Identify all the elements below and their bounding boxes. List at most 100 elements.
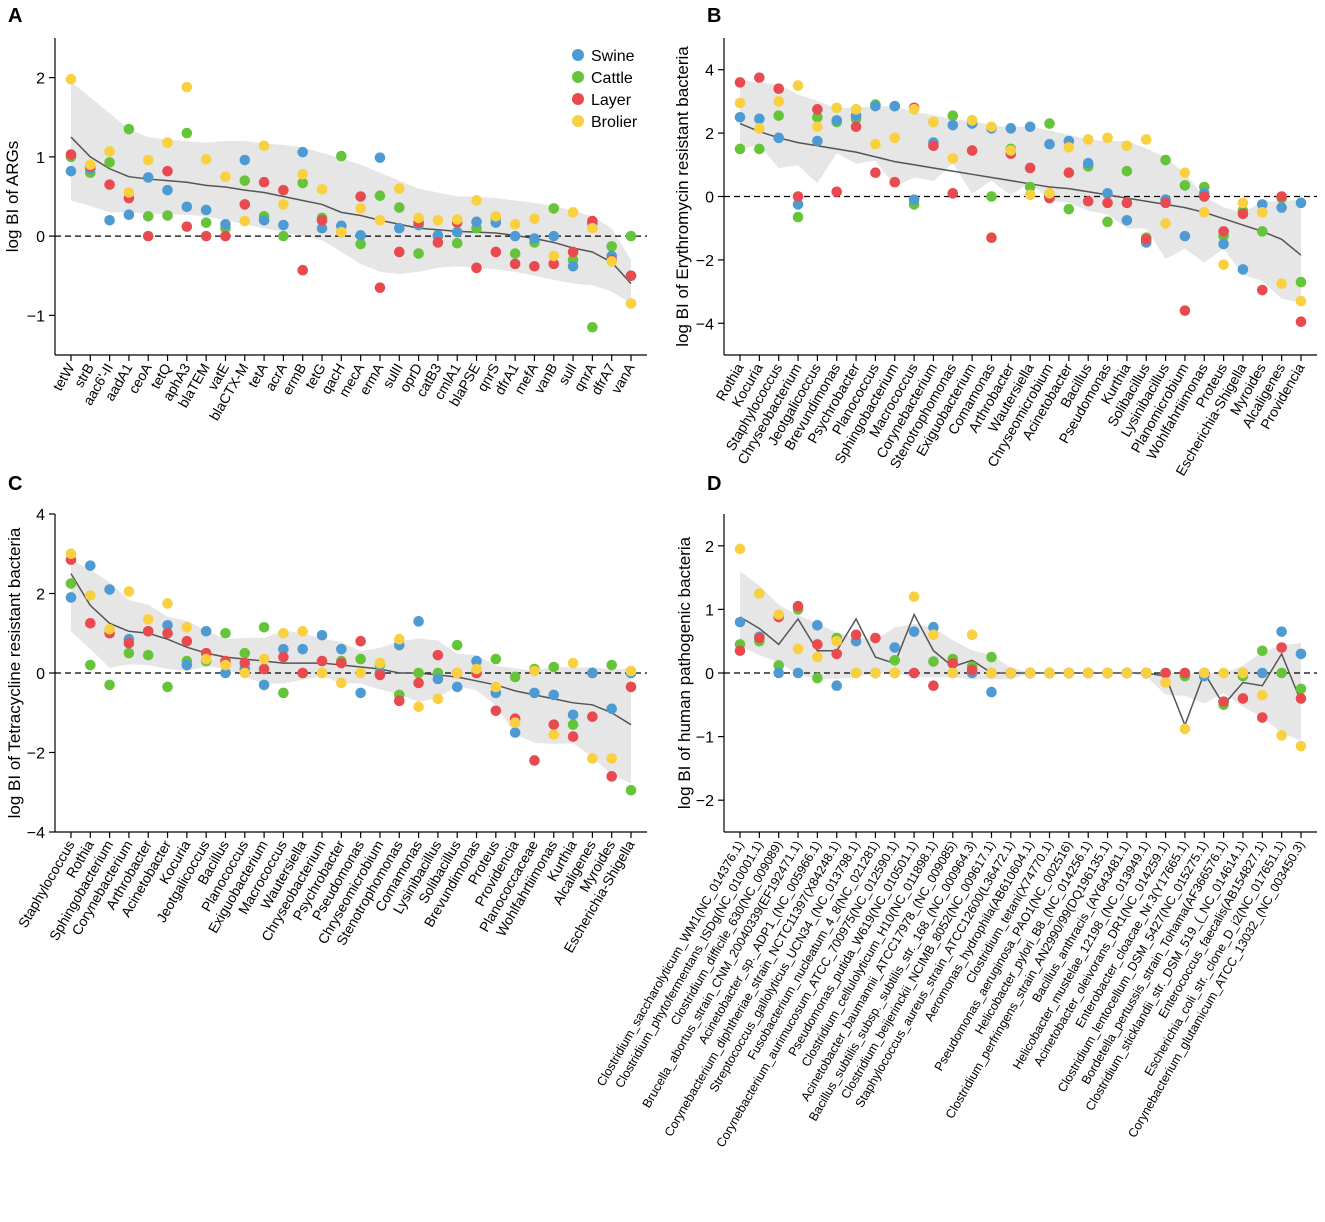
data-point-swine bbox=[65, 592, 77, 603]
data-point-cattle bbox=[1160, 154, 1171, 166]
data-point-swine bbox=[374, 152, 386, 163]
data-point-cattle bbox=[986, 191, 997, 202]
data-point-brolier bbox=[104, 146, 115, 157]
data-point-swine bbox=[529, 233, 540, 244]
legend-label-swine: Swine bbox=[591, 48, 635, 65]
data-point-cattle bbox=[1102, 216, 1113, 228]
data-point-layer bbox=[413, 677, 424, 689]
data-point-swine bbox=[471, 655, 482, 667]
data-point-cattle bbox=[548, 203, 560, 214]
data-point-brolier bbox=[162, 598, 173, 609]
data-point-layer bbox=[754, 72, 765, 83]
data-point-layer bbox=[625, 270, 637, 282]
data-point-swine bbox=[812, 135, 823, 147]
data-point-cattle bbox=[278, 230, 289, 242]
data-point-brolier bbox=[986, 121, 997, 133]
data-point-cattle bbox=[509, 248, 521, 259]
data-point-layer bbox=[162, 627, 173, 639]
data-point-brolier bbox=[625, 298, 637, 309]
data-point-swine bbox=[123, 209, 135, 221]
data-point-layer bbox=[1024, 162, 1036, 174]
data-point-layer bbox=[142, 625, 154, 637]
data-point-layer bbox=[734, 645, 746, 657]
data-point-brolier bbox=[625, 665, 637, 677]
data-point-brolier bbox=[831, 635, 843, 647]
data-point-cattle bbox=[355, 238, 366, 250]
data-point-layer bbox=[831, 648, 843, 660]
data-point-brolier bbox=[162, 137, 173, 148]
data-point-layer bbox=[278, 184, 289, 196]
panel-b-chart: B −4 −2 0 2 4 log BI of Erythromycin resistant… bbox=[673, 5, 1317, 478]
data-point-brolier bbox=[181, 621, 193, 633]
data-point-layer bbox=[754, 632, 765, 644]
data-point-cattle bbox=[986, 651, 997, 663]
data-point-brolier bbox=[986, 667, 997, 679]
data-point-cattle bbox=[1044, 118, 1055, 129]
data-point-brolier bbox=[258, 140, 270, 152]
data-point-layer bbox=[1160, 197, 1171, 209]
data-point-brolier bbox=[1063, 142, 1075, 153]
data-point-brolier bbox=[509, 717, 521, 728]
data-point-brolier bbox=[1005, 667, 1017, 679]
data-point-cattle bbox=[239, 647, 251, 659]
data-point-brolier bbox=[1044, 188, 1055, 199]
data-point-brolier bbox=[1082, 667, 1094, 679]
data-point-brolier bbox=[1005, 145, 1017, 156]
data-point-cattle bbox=[162, 210, 173, 221]
data-point-brolier bbox=[773, 96, 784, 107]
data-point-layer bbox=[1179, 667, 1191, 679]
data-point-layer bbox=[162, 165, 173, 177]
data-point-swine bbox=[1276, 202, 1287, 213]
data-point-layer bbox=[812, 104, 823, 115]
data-point-swine bbox=[220, 667, 231, 679]
data-point-cattle bbox=[1257, 645, 1268, 657]
data-point-brolier bbox=[908, 104, 920, 115]
data-point-brolier bbox=[393, 633, 405, 645]
data-point-brolier bbox=[1295, 740, 1307, 752]
data-point-layer bbox=[1082, 195, 1094, 207]
data-point-cattle bbox=[84, 659, 96, 671]
legend-label-cattle: Cattle bbox=[591, 70, 633, 87]
panel-label: C bbox=[8, 473, 22, 495]
data-point-swine bbox=[947, 119, 959, 131]
data-point-swine bbox=[986, 686, 997, 698]
data-point-swine bbox=[162, 620, 173, 631]
panel-label: B bbox=[707, 5, 721, 27]
data-point-layer bbox=[1295, 316, 1307, 328]
data-point-cattle bbox=[297, 177, 309, 189]
legend-label-brolier: Brolier bbox=[591, 114, 638, 131]
data-point-cattle bbox=[1276, 667, 1287, 679]
data-point-layer bbox=[316, 214, 328, 226]
data-point-swine bbox=[297, 643, 309, 655]
data-point-brolier bbox=[1179, 167, 1191, 179]
data-point-layer bbox=[529, 260, 540, 272]
data-point-cattle bbox=[889, 654, 901, 666]
data-point-layer bbox=[316, 655, 328, 667]
data-point-cattle bbox=[792, 211, 804, 223]
data-point-swine bbox=[471, 216, 482, 228]
data-point-brolier bbox=[754, 588, 765, 599]
data-point-layer bbox=[928, 680, 939, 692]
data-point-layer bbox=[374, 669, 386, 681]
data-point-swine bbox=[1295, 197, 1307, 209]
data-point-brolier bbox=[123, 187, 135, 198]
data-point-layer bbox=[432, 237, 444, 248]
data-point-brolier bbox=[1237, 667, 1249, 679]
data-point-swine bbox=[870, 100, 881, 112]
data-point-cattle bbox=[625, 230, 637, 242]
legend-marker-brolier bbox=[572, 115, 584, 127]
data-point-layer bbox=[258, 176, 270, 188]
y-tick-label: −1 bbox=[696, 730, 714, 747]
data-point-brolier bbox=[587, 222, 598, 234]
data-point-brolier bbox=[1121, 140, 1133, 152]
data-point-brolier bbox=[548, 250, 560, 262]
data-point-layer bbox=[529, 755, 540, 766]
data-point-layer bbox=[947, 658, 959, 669]
data-point-brolier bbox=[432, 693, 444, 705]
data-point-layer bbox=[606, 771, 618, 782]
data-point-swine bbox=[529, 687, 540, 699]
data-point-brolier bbox=[104, 623, 115, 635]
data-point-swine bbox=[773, 132, 784, 144]
data-point-layer bbox=[1121, 197, 1133, 209]
